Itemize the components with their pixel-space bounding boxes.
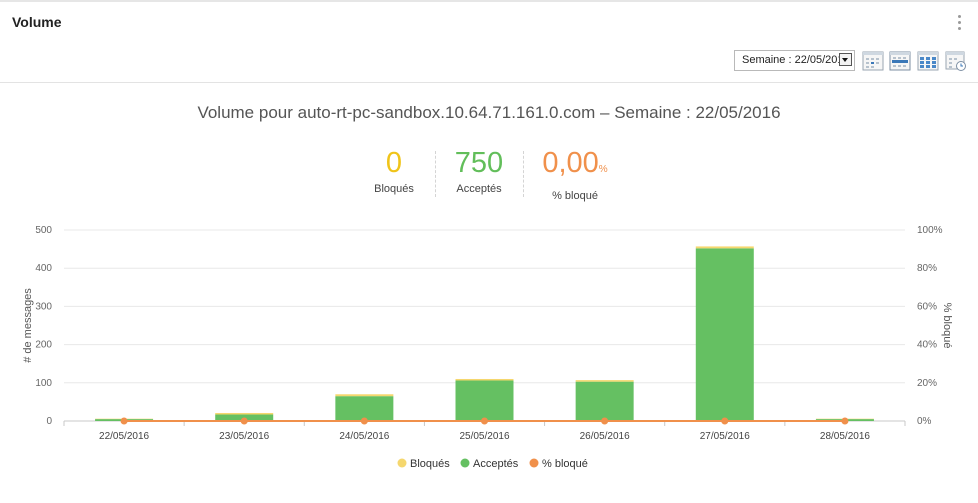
legend-marker bbox=[397, 458, 407, 468]
bar-bloques bbox=[695, 246, 754, 249]
kpi-accepted-value: 750 bbox=[454, 147, 504, 179]
point-percent-blocked bbox=[601, 417, 609, 425]
bar-bloques bbox=[335, 394, 394, 397]
bar-bloques bbox=[455, 378, 514, 381]
x-tick-label: 24/05/2016 bbox=[339, 431, 389, 442]
y2-axis-title: % bloqué bbox=[941, 303, 953, 349]
y2-tick-label: 100% bbox=[917, 225, 943, 236]
bar-acceptes bbox=[455, 380, 514, 421]
bar-acceptes bbox=[695, 248, 754, 421]
panel-header: Volume Semaine : 22/05/2016 bbox=[0, 2, 978, 83]
kpi-blocked: 0 Bloqués bbox=[360, 147, 428, 195]
y2-tick-label: 80% bbox=[917, 263, 937, 274]
y-tick-label: 400 bbox=[35, 263, 52, 274]
kpi-percent-blocked-label: % bloqué bbox=[552, 190, 598, 202]
kpi-divider bbox=[523, 151, 524, 197]
bar-bloques bbox=[215, 412, 274, 415]
y-tick-label: 0 bbox=[46, 416, 52, 427]
more-options-icon[interactable] bbox=[957, 15, 963, 35]
x-tick-label: 23/05/2016 bbox=[219, 431, 269, 442]
point-percent-blocked bbox=[481, 417, 488, 425]
top-border bbox=[0, 0, 978, 2]
week-select[interactable]: Semaine : 22/05/2016 bbox=[734, 50, 855, 71]
week-view-icon[interactable] bbox=[889, 50, 911, 72]
point-percent-blocked bbox=[721, 417, 729, 425]
legend-label: % bloqué bbox=[542, 458, 588, 470]
kpi-blocked-label: Bloqués bbox=[374, 183, 414, 195]
bar-acceptes bbox=[575, 381, 634, 421]
kpi-accepted: 750 Acceptés bbox=[443, 147, 515, 195]
panel-title: Volume bbox=[12, 14, 62, 30]
y-tick-label: 100 bbox=[35, 378, 52, 389]
y2-tick-label: 40% bbox=[917, 340, 937, 351]
point-percent-blocked bbox=[240, 417, 248, 425]
x-tick-label: 27/05/2016 bbox=[700, 431, 750, 442]
kpi-blocked-value: 0 bbox=[385, 147, 403, 179]
y2-tick-label: 0% bbox=[917, 416, 932, 427]
week-select-value: Semaine : 22/05/2016 bbox=[742, 54, 850, 66]
legend-label: Bloqués bbox=[410, 458, 450, 470]
y-axis-title: # de messages bbox=[22, 288, 34, 363]
x-tick-label: 22/05/2016 bbox=[99, 431, 149, 442]
kpi-divider bbox=[435, 151, 436, 197]
month-view-icon[interactable] bbox=[917, 50, 939, 72]
kpi-accepted-label: Acceptés bbox=[456, 183, 502, 195]
x-tick-label: 26/05/2016 bbox=[580, 431, 630, 442]
volume-chart: 0 100 200 300 400 500 0% 20% 40% 60% 80% 100% # de m… bbox=[22, 225, 953, 470]
legend-marker bbox=[529, 458, 539, 468]
x-tick-label: 28/05/2016 bbox=[820, 431, 870, 442]
point-percent-blocked bbox=[120, 417, 128, 425]
point-percent-blocked bbox=[360, 417, 368, 425]
y2-tick-label: 60% bbox=[917, 301, 937, 312]
bar-acceptes bbox=[335, 396, 394, 421]
kpi-percent-blocked-value: 0,00% bbox=[542, 147, 608, 179]
chevron-down-icon[interactable] bbox=[839, 53, 852, 66]
bar-bloques bbox=[575, 380, 634, 382]
chart-title: Volume pour auto-rt-pc-sandbox.10.64.71.… bbox=[197, 103, 781, 122]
y-tick-label: 500 bbox=[35, 225, 52, 236]
y2-tick-label: 20% bbox=[917, 378, 937, 389]
kpi-percent-blocked: 0,00% % bloqué bbox=[535, 147, 615, 202]
x-tick-label: 25/05/2016 bbox=[459, 431, 509, 442]
y-tick-label: 300 bbox=[35, 301, 52, 312]
y-tick-label: 200 bbox=[35, 340, 52, 351]
legend-marker bbox=[460, 458, 470, 468]
legend-label: Acceptés bbox=[473, 458, 519, 470]
day-view-icon[interactable] bbox=[862, 50, 884, 72]
point-percent-blocked bbox=[841, 417, 849, 425]
custom-period-icon[interactable] bbox=[945, 50, 967, 72]
